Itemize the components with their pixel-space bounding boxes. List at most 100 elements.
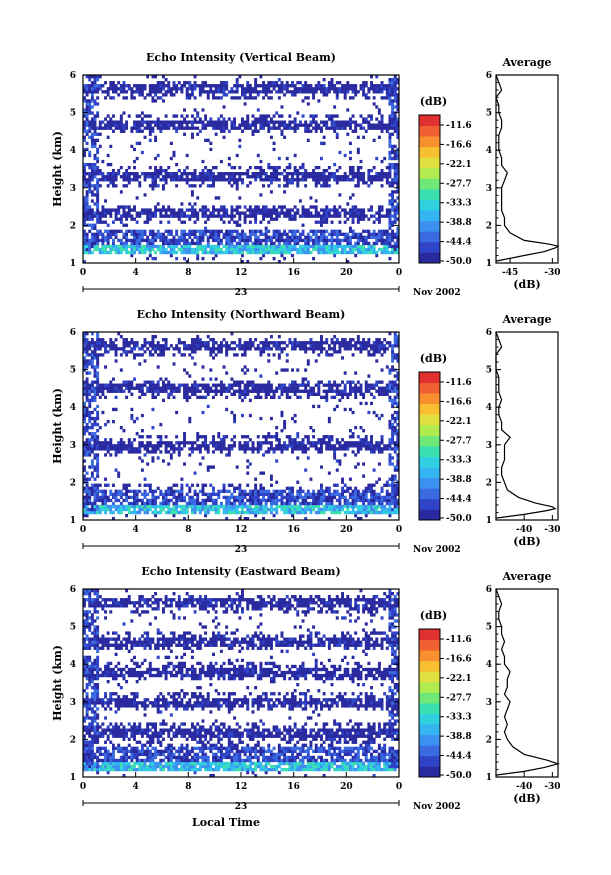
- heatmap-cell: [101, 241, 105, 246]
- heatmap-cell: [317, 450, 321, 454]
- heatmap-cell: [301, 175, 305, 179]
- heatmap-cell: [114, 507, 118, 512]
- heatmap-cell: [233, 380, 237, 384]
- heatmap-cell: [90, 504, 94, 509]
- heatmap-cell: [198, 229, 202, 233]
- heatmap-cell: [396, 250, 400, 255]
- heatmap-cell: [243, 450, 247, 454]
- heatmap-cell: [180, 202, 184, 206]
- heatmap-cell: [280, 114, 284, 118]
- heatmap-cell: [393, 126, 397, 130]
- heatmap-cell: [183, 235, 186, 240]
- heatmap-cell: [304, 386, 308, 390]
- heatmap-cell: [101, 178, 105, 182]
- heatmap-cell: [167, 450, 171, 454]
- heatmap-cell: [190, 389, 194, 393]
- heatmap-cell: [114, 126, 118, 130]
- heatmap-cell: [109, 214, 113, 218]
- heatmap-cell: [377, 120, 381, 124]
- heatmap-cell: [154, 244, 158, 249]
- heatmap-cell: [214, 238, 218, 243]
- heatmap-cell: [146, 120, 150, 124]
- heatmap-cell: [93, 81, 97, 85]
- heatmap-cell: [230, 217, 234, 221]
- heatmap-cell: [154, 510, 158, 515]
- heatmap-cell: [275, 347, 279, 351]
- heatmap-cell: [338, 232, 342, 237]
- heatmap-cell: [111, 114, 115, 118]
- heatmap-cell: [96, 492, 100, 497]
- heatmap-cell: [246, 368, 250, 372]
- heatmap-cell: [256, 229, 260, 233]
- heatmap-cell: [327, 178, 331, 182]
- heatmap-cell: [317, 250, 321, 255]
- heatmap-cell: [114, 87, 118, 91]
- heatmap-cell: [206, 498, 210, 503]
- heatmap-cell: [280, 386, 284, 390]
- heatmap-cell: [190, 450, 194, 454]
- heatmap-cell: [88, 217, 92, 221]
- heatmap-cell: [209, 84, 213, 88]
- heatmap-cell: [96, 75, 100, 79]
- heatmap-cell: [333, 126, 337, 130]
- heatmap-cell: [98, 495, 102, 500]
- heatmap-cell: [377, 175, 381, 179]
- heatmap-cell: [133, 356, 136, 360]
- heatmap-cell: [85, 507, 89, 512]
- heatmap-cell: [333, 510, 337, 515]
- heatmap-cell: [367, 250, 371, 255]
- heatmap-cell: [93, 389, 97, 393]
- heatmap-cell: [219, 172, 223, 176]
- heatmap-cell: [269, 178, 273, 182]
- heatmap-cell: [283, 241, 287, 246]
- heatmap-cell: [309, 441, 313, 445]
- heatmap-cell: [177, 235, 181, 240]
- heatmap-cell: [143, 453, 147, 457]
- heatmap-cell: [212, 341, 215, 345]
- heatmap-cell: [106, 232, 110, 237]
- heatmap-cell: [275, 504, 279, 509]
- heatmap-cell: [272, 241, 276, 246]
- heatmap-cell: [83, 383, 86, 387]
- heatmap-cell: [148, 238, 152, 243]
- heatmap-cell: [259, 507, 263, 512]
- heatmap-cell: [304, 347, 308, 351]
- heatmap-cell: [104, 341, 107, 345]
- heatmap-cell: [101, 247, 105, 252]
- heatmap-cell: [162, 350, 165, 354]
- heatmap-cell: [277, 84, 281, 88]
- heatmap-cell: [117, 498, 121, 503]
- heatmap-cell: [322, 229, 326, 233]
- heatmap-cell: [346, 241, 350, 246]
- heatmap-cell: [309, 492, 313, 497]
- heatmap-cell: [154, 395, 158, 400]
- heatmap-cell: [111, 501, 115, 506]
- heatmap-cell: [204, 447, 208, 451]
- heatmap-cell: [222, 90, 226, 94]
- heatmap-cell: [96, 447, 100, 451]
- heatmap-cell: [188, 374, 192, 378]
- heatmap-cell: [298, 250, 302, 255]
- heatmap-cell: [209, 353, 213, 357]
- heatmap-cell: [346, 123, 350, 127]
- heatmap-cell: [162, 353, 165, 357]
- heatmap-cell: [177, 211, 181, 215]
- heatmap-cell: [230, 501, 234, 506]
- heatmap-cell: [175, 510, 179, 515]
- heatmap-cell: [248, 498, 252, 503]
- heatmap-cell: [122, 380, 126, 384]
- heatmap-cell: [183, 386, 186, 390]
- heatmap-cell: [119, 450, 123, 454]
- heatmap-cell: [227, 389, 231, 393]
- heatmap-cell: [188, 184, 192, 188]
- heatmap-cell: [317, 175, 321, 179]
- heatmap-cell: [85, 208, 89, 212]
- heatmap-cell: [254, 175, 258, 179]
- heatmap-cell: [130, 208, 134, 212]
- heatmap-cell: [262, 214, 265, 218]
- heatmap-cell: [133, 238, 136, 243]
- heatmap-cell: [117, 81, 121, 85]
- heatmap-cell: [217, 208, 221, 212]
- heatmap-cell: [306, 341, 310, 345]
- heatmap-cell: [109, 84, 113, 88]
